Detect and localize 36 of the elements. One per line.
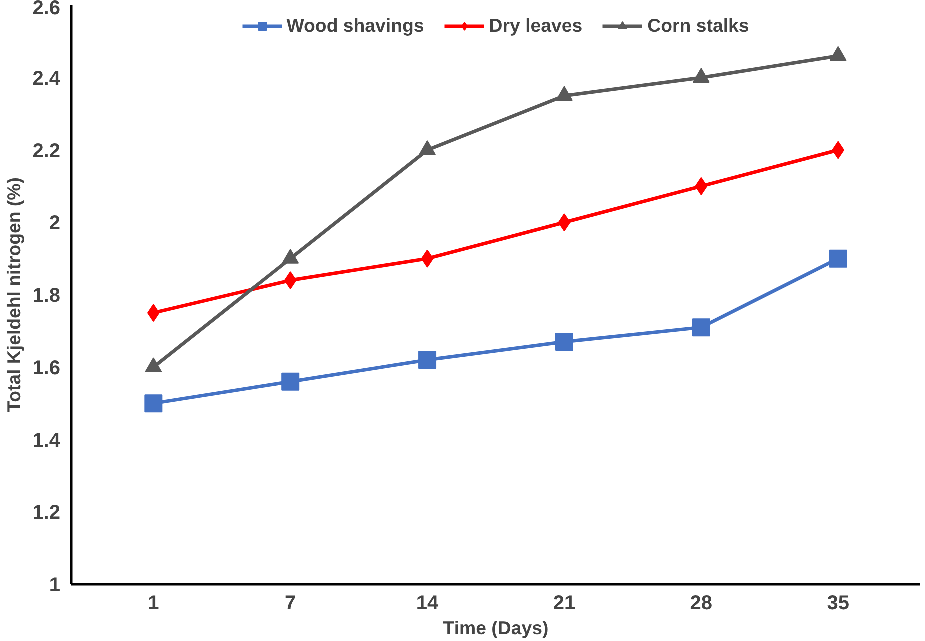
x-tick-label: 35 [827, 592, 850, 614]
point [556, 86, 573, 102]
point [555, 333, 574, 352]
x-tick-label: 14 [416, 592, 440, 614]
point [830, 46, 847, 62]
point [692, 68, 710, 83]
point [418, 351, 437, 370]
point [147, 304, 160, 322]
point [284, 272, 297, 290]
y-tick-label: 2.4 [32, 68, 62, 90]
point [419, 140, 436, 156]
point [144, 394, 163, 413]
legend-label: Wood shavings [286, 15, 424, 37]
y-tick-label: 2 [49, 212, 60, 235]
point [832, 141, 845, 160]
legend-label: Corn stalks [648, 15, 750, 37]
y-tick-label: 2.2 [32, 140, 61, 162]
y-tick-label: 1.2 [32, 502, 61, 524]
legend-label: Dry leaves [489, 15, 583, 37]
point [692, 318, 710, 337]
point [282, 372, 300, 391]
point [558, 214, 571, 232]
x-tick-label: 28 [690, 592, 713, 614]
y-tick-label: 1.8 [32, 285, 61, 307]
point [421, 250, 434, 268]
y-tick-label: 1.4 [32, 430, 62, 452]
x-axis-title: Time (Days) [443, 618, 549, 638]
x-tick-label: 21 [553, 592, 576, 614]
point [695, 177, 708, 196]
point [829, 250, 848, 268]
x-tick-label: 7 [285, 592, 296, 614]
y-tick-label: 2.6 [32, 0, 61, 20]
x-tick-label: 1 [148, 592, 160, 614]
y-axis-title: Total Kjeldehl nitrogen (%) [4, 178, 25, 412]
y-tick-label: 1.6 [32, 357, 61, 380]
y-tick-label: 1 [49, 574, 60, 596]
